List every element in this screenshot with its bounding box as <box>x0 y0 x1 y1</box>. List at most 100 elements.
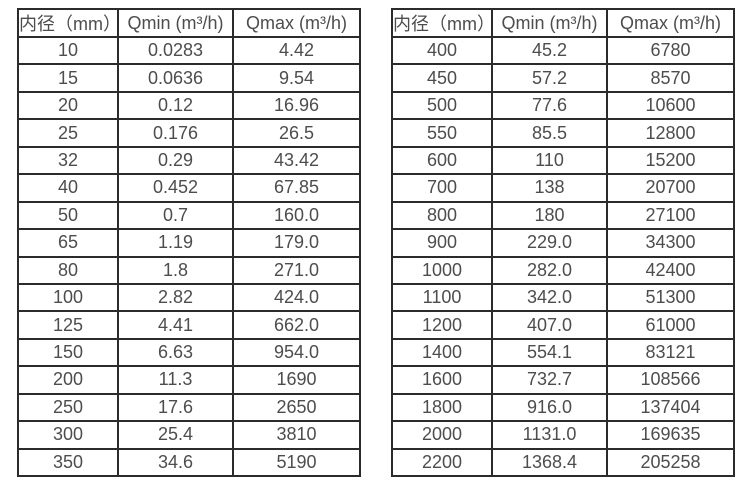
table-row: 80 1.8 271.0 <box>17 255 361 285</box>
flow-spec-table-small-diameters: 内径（mm） Qmin (m³/h) Qmax (m³/h) 10 0.0283 4… <box>17 8 361 478</box>
table-row: 400 45.2 6780 <box>391 35 735 66</box>
table-cell: 229.0 <box>491 228 608 258</box>
table-cell: 1.19 <box>117 228 234 258</box>
table-cell: 100 <box>17 282 119 313</box>
table-cell: 350 <box>17 447 119 478</box>
table-cell: 2.82 <box>117 282 234 313</box>
table-cell: 424.0 <box>232 282 361 313</box>
table-cell: 1100 <box>391 282 493 313</box>
table-row: 350 34.6 5190 <box>17 447 361 478</box>
table-cell: 250 <box>17 392 119 423</box>
flow-spec-table-large-diameters: 内径（mm） Qmin (m³/h) Qmax (m³/h) 400 45.2 67… <box>391 8 735 478</box>
table-cell: 160.0 <box>232 200 361 231</box>
table-cell: 10 <box>17 35 119 66</box>
table-cell: 80 <box>17 255 119 285</box>
table-cell: 43.42 <box>232 145 361 176</box>
table-cell: 2000 <box>391 420 493 450</box>
table-row: 15 0.0636 9.54 <box>17 63 361 93</box>
table-row: 1200 407.0 61000 <box>391 310 735 340</box>
table-cell: 1368.4 <box>491 447 608 478</box>
table-row: 1600 732.7 108566 <box>391 365 735 395</box>
table-cell: 61000 <box>606 310 735 340</box>
table-cell: 12800 <box>606 118 735 148</box>
header-inner-diameter: 内径（mm） <box>391 8 493 38</box>
header-qmin: Qmin (m³/h) <box>491 8 608 38</box>
table-cell: 65 <box>17 228 119 258</box>
table-row: 25 0.176 26.5 <box>17 118 361 148</box>
table-cell: 800 <box>391 200 493 231</box>
table-cell: 11.3 <box>117 365 234 395</box>
table-cell: 450 <box>391 63 493 93</box>
header-inner-diameter: 内径（mm） <box>17 8 119 38</box>
table-cell: 1200 <box>391 310 493 340</box>
table-row: 32 0.29 43.42 <box>17 145 361 176</box>
table-row: 1000 282.0 42400 <box>391 255 735 285</box>
table-row: 800 180 27100 <box>391 200 735 231</box>
table-cell: 26.5 <box>232 118 361 148</box>
table-row: 100 2.82 424.0 <box>17 282 361 313</box>
table-row: 2200 1368.4 205258 <box>391 447 735 478</box>
table-cell: 20 <box>17 90 119 121</box>
table-header: 内径（mm） Qmin (m³/h) Qmax (m³/h) <box>391 8 735 38</box>
table-cell: 662.0 <box>232 310 361 340</box>
table-cell: 150 <box>17 337 119 368</box>
table-cell: 4.42 <box>232 35 361 66</box>
table-cell: 2200 <box>391 447 493 478</box>
table-cell: 271.0 <box>232 255 361 285</box>
table-cell: 0.452 <box>117 173 234 203</box>
table-cell: 179.0 <box>232 228 361 258</box>
table-cell: 108566 <box>606 365 735 395</box>
table-cell: 83121 <box>606 337 735 368</box>
table-cell: 600 <box>391 145 493 176</box>
table-cell: 732.7 <box>491 365 608 395</box>
table-row: 450 57.2 8570 <box>391 63 735 93</box>
table-cell: 137404 <box>606 392 735 423</box>
table-cell: 10600 <box>606 90 735 121</box>
table-cell: 32 <box>17 145 119 176</box>
table-row: 600 110 15200 <box>391 145 735 176</box>
table-cell: 16.96 <box>232 90 361 121</box>
table-row: 250 17.6 2650 <box>17 392 361 423</box>
table-cell: 169635 <box>606 420 735 450</box>
table-cell: 4.41 <box>117 310 234 340</box>
table-cell: 0.7 <box>117 200 234 231</box>
table-cell: 180 <box>491 200 608 231</box>
table-cell: 0.12 <box>117 90 234 121</box>
table-cell: 25.4 <box>117 420 234 450</box>
table-row: 700 138 20700 <box>391 173 735 203</box>
table-row: 2000 1131.0 169635 <box>391 420 735 450</box>
table-cell: 51300 <box>606 282 735 313</box>
table-cell: 45.2 <box>491 35 608 66</box>
table-row: 550 85.5 12800 <box>391 118 735 148</box>
table-cell: 3810 <box>232 420 361 450</box>
table-row: 65 1.19 179.0 <box>17 228 361 258</box>
header-qmax: Qmax (m³/h) <box>606 8 735 38</box>
table-cell: 34300 <box>606 228 735 258</box>
table-cell: 6780 <box>606 35 735 66</box>
table-row: 125 4.41 662.0 <box>17 310 361 340</box>
table-cell: 1131.0 <box>491 420 608 450</box>
table-cell: 1600 <box>391 365 493 395</box>
table-cell: 138 <box>491 173 608 203</box>
table-row: 40 0.452 67.85 <box>17 173 361 203</box>
table-cell: 57.2 <box>491 63 608 93</box>
table-cell: 550 <box>391 118 493 148</box>
table-cell: 1690 <box>232 365 361 395</box>
table-cell: 20700 <box>606 173 735 203</box>
table-row: 20 0.12 16.96 <box>17 90 361 121</box>
table-cell: 50 <box>17 200 119 231</box>
table-cell: 700 <box>391 173 493 203</box>
table-cell: 0.0283 <box>117 35 234 66</box>
table-cell: 77.6 <box>491 90 608 121</box>
table-row: 300 25.4 3810 <box>17 420 361 450</box>
table-cell: 1400 <box>391 337 493 368</box>
table-cell: 916.0 <box>491 392 608 423</box>
header-row: 内径（mm） Qmin (m³/h) Qmax (m³/h) <box>17 8 361 38</box>
table-cell: 500 <box>391 90 493 121</box>
table-row: 200 11.3 1690 <box>17 365 361 395</box>
table-row: 500 77.6 10600 <box>391 90 735 121</box>
header-qmax: Qmax (m³/h) <box>232 8 361 38</box>
table-cell: 42400 <box>606 255 735 285</box>
table-cell: 85.5 <box>491 118 608 148</box>
